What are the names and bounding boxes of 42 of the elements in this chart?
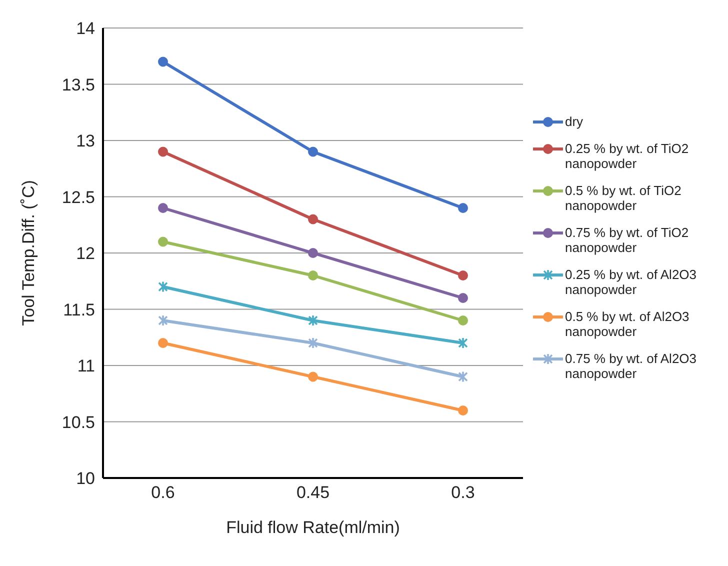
- y-tick-label: 12.5: [62, 188, 95, 207]
- point: [308, 314, 318, 326]
- legend-label: 0.25 % by wt. of TiO2 nanopowder: [565, 140, 690, 170]
- point: [158, 280, 168, 293]
- y-tick-label: 13.5: [62, 75, 95, 94]
- point: [158, 314, 168, 326]
- legend-label: 0.5 % by wt. of Al2O3 nanopowder: [565, 308, 690, 338]
- point: [458, 406, 468, 416]
- y-tick-label: 11.5: [63, 300, 95, 320]
- point: [308, 337, 318, 349]
- point: [308, 372, 318, 382]
- point: [458, 270, 468, 280]
- y-tick-label: 10.5: [62, 412, 95, 432]
- x-tick-label: 0.3: [451, 483, 475, 502]
- x-tick-label: 0.45: [296, 483, 330, 502]
- point: [458, 337, 468, 349]
- point: [158, 236, 168, 247]
- point: [308, 214, 318, 224]
- y-tick-label: 11: [77, 356, 95, 376]
- y-tick-label: 13: [76, 132, 95, 151]
- legend-label: dry: [565, 114, 584, 128]
- legend-label: 0.5 % by wt. of TiO2 nanopowder: [565, 182, 682, 212]
- point: [158, 338, 168, 348]
- point: [458, 203, 468, 213]
- point: [458, 370, 468, 383]
- legend-label: 0.25 % by wt. of Al2O3 nanopowder: [565, 266, 698, 296]
- point: [158, 56, 168, 67]
- point: [458, 316, 468, 326]
- x-tick-label: 0.6: [151, 483, 175, 502]
- legend-label: 0.75 % by wt. of Al2O3 nanopowder: [565, 350, 698, 380]
- y-tick-label: 10: [76, 469, 95, 488]
- y-tick-label: 14: [76, 19, 95, 38]
- point: [308, 146, 318, 157]
- x-axis-title: Fluid flow Rate(ml/min): [226, 518, 400, 537]
- point: [308, 248, 318, 258]
- point: [308, 270, 318, 280]
- y-axis-title: Tool Temp.Diff. (˚C): [19, 180, 38, 326]
- point: [158, 146, 168, 157]
- legend-label: 0.75 % by wt. of TiO2 nanopowder: [565, 224, 690, 254]
- point: [158, 203, 168, 213]
- point: [458, 293, 468, 303]
- y-tick-label: 12: [76, 244, 95, 264]
